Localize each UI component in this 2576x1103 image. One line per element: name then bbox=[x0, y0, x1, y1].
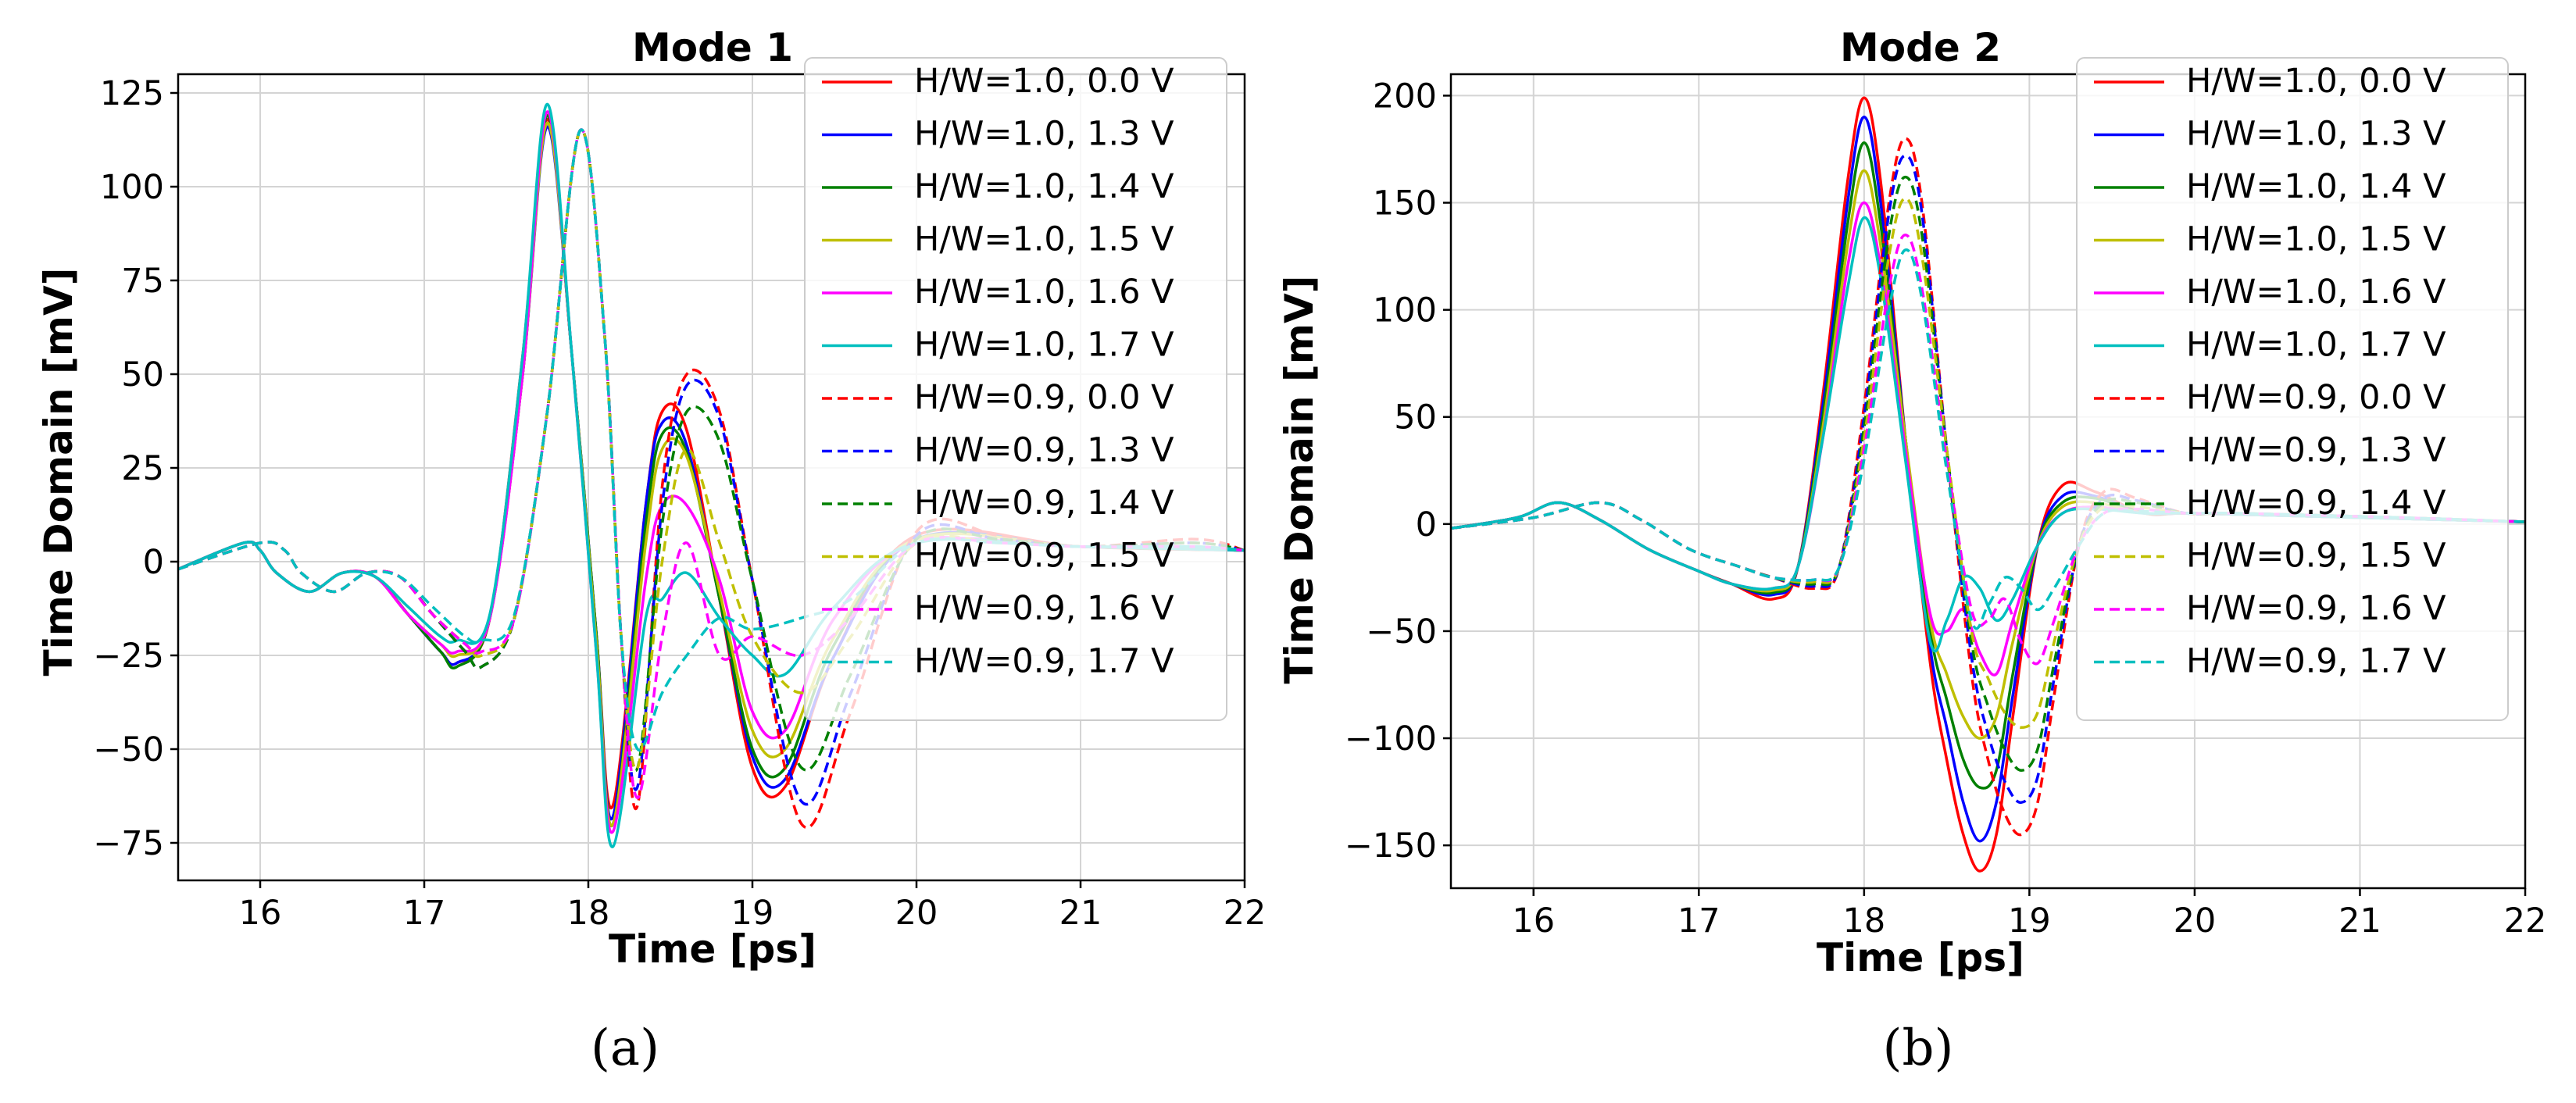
panel-mode-1: Mode 1 Time Domain [mV] Time [ps] (a) 16… bbox=[36, 25, 1266, 1077]
legend-label: H/W=0.9, 1.3 V bbox=[914, 431, 1174, 470]
legend-label: H/W=1.0, 1.6 V bbox=[914, 273, 1174, 312]
legend-label: H/W=1.0, 1.3 V bbox=[914, 115, 1174, 154]
legend-label: H/W=1.0, 1.4 V bbox=[914, 167, 1174, 206]
plot-frame bbox=[177, 73, 1246, 882]
legend-label: H/W=1.0, 1.4 V bbox=[2186, 167, 2446, 206]
legend-frame bbox=[2076, 57, 2509, 721]
x-tick-label: 20 bbox=[895, 894, 938, 933]
subcaption-a: (a) bbox=[591, 1019, 659, 1077]
y-tick-label: 125 bbox=[100, 74, 164, 113]
x-tick-label: 18 bbox=[567, 894, 610, 933]
legend-label: H/W=1.0, 1.5 V bbox=[2186, 220, 2446, 259]
legend-label: H/W=0.9, 1.4 V bbox=[914, 484, 1174, 523]
x-tick-label: 19 bbox=[731, 894, 774, 933]
x-tick-label: 20 bbox=[2174, 901, 2217, 941]
y-tick-label: 0 bbox=[1416, 505, 1437, 544]
x-tick-label: 22 bbox=[1224, 894, 1267, 933]
y-tick-label: 0 bbox=[143, 543, 164, 582]
legend-label: H/W=1.0, 1.7 V bbox=[914, 326, 1174, 365]
x-tick-label: 21 bbox=[2338, 901, 2381, 941]
legend-label: H/W=0.9, 1.5 V bbox=[2186, 537, 2446, 576]
legend-label: H/W=0.9, 1.6 V bbox=[914, 589, 1174, 628]
y-tick-label: 25 bbox=[121, 449, 164, 488]
y-tick-label: 200 bbox=[1373, 77, 1437, 116]
legend: H/W=1.0, 0.0 V H/W=1.0, 1.3 V H/W=1.0, 1.4… bbox=[2076, 57, 2509, 721]
legend-label: H/W=0.9, 1.5 V bbox=[914, 537, 1174, 576]
legend-label: H/W=1.0, 0.0 V bbox=[914, 62, 1174, 101]
y-tick-label: −75 bbox=[93, 824, 164, 863]
x-axis-label-mode-2: Time [ps] bbox=[1817, 935, 2024, 980]
y-tick-label: 150 bbox=[1373, 184, 1437, 223]
chart-title-mode-2: Mode 2 bbox=[1840, 25, 2001, 70]
legend-label: H/W=0.9, 1.7 V bbox=[2186, 642, 2446, 681]
legend-label: H/W=1.0, 1.6 V bbox=[2186, 273, 2446, 312]
x-tick-label: 22 bbox=[2504, 901, 2547, 941]
y-tick-label: −100 bbox=[1345, 719, 1437, 759]
legend-label: H/W=1.0, 1.7 V bbox=[2186, 326, 2446, 365]
x-tick-label: 17 bbox=[1677, 901, 1720, 941]
y-tick-label: 100 bbox=[100, 168, 164, 207]
y-axis-label-mode-1: Time Domain [mV] bbox=[36, 268, 81, 676]
plot-frame bbox=[1449, 73, 2527, 890]
x-tick-label: 16 bbox=[239, 894, 282, 933]
y-tick-label: −50 bbox=[1366, 612, 1437, 651]
x-tick-label: 21 bbox=[1059, 894, 1102, 933]
legend-label: H/W=0.9, 1.4 V bbox=[2186, 484, 2446, 523]
y-tick-label: −50 bbox=[93, 730, 164, 769]
legend: H/W=1.0, 0.0 V H/W=1.0, 1.3 V H/W=1.0, 1.4… bbox=[804, 57, 1227, 721]
legend-label: H/W=0.9, 0.0 V bbox=[2186, 378, 2446, 417]
y-axis-label-mode-2: Time Domain [mV] bbox=[1277, 276, 1322, 684]
y-tick-label: −150 bbox=[1345, 826, 1437, 866]
legend-label: H/W=1.0, 0.0 V bbox=[2186, 62, 2446, 101]
y-tick-label: 50 bbox=[1394, 398, 1437, 437]
x-tick-label: 17 bbox=[403, 894, 446, 933]
x-tick-label: 19 bbox=[2008, 901, 2051, 941]
legend-frame bbox=[804, 57, 1227, 721]
y-tick-label: 75 bbox=[121, 262, 164, 301]
panel-mode-2: Mode 2 Time Domain [mV] Time [ps] (b) 16… bbox=[1277, 25, 2546, 1077]
legend-label: H/W=1.0, 1.5 V bbox=[914, 220, 1174, 259]
chart-title-mode-1: Mode 1 bbox=[632, 25, 793, 70]
legend-label: H/W=0.9, 0.0 V bbox=[914, 378, 1174, 417]
y-tick-label: 50 bbox=[121, 355, 164, 394]
y-tick-label: −25 bbox=[93, 637, 164, 676]
x-tick-label: 16 bbox=[1512, 901, 1555, 941]
legend-label: H/W=1.0, 1.3 V bbox=[2186, 115, 2446, 154]
legend-label: H/W=0.9, 1.7 V bbox=[914, 642, 1174, 681]
subcaption-b: (b) bbox=[1883, 1019, 1954, 1077]
x-tick-label: 18 bbox=[1842, 901, 1885, 941]
x-axis-label-mode-1: Time [ps] bbox=[609, 926, 816, 972]
legend-label: H/W=0.9, 1.6 V bbox=[2186, 589, 2446, 628]
series-line-mode-1-6 bbox=[178, 102, 1245, 848]
legend-label: H/W=0.9, 1.3 V bbox=[2186, 431, 2446, 470]
y-tick-label: 100 bbox=[1373, 291, 1437, 330]
